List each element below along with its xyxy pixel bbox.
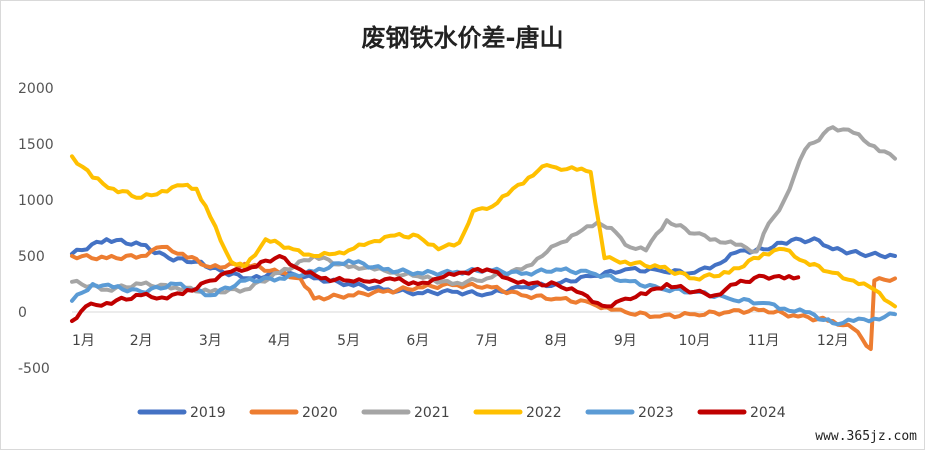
- x-tick-label: 6月: [406, 333, 429, 349]
- x-axis-ticks: 1月 2月 3月 4月 5月 6月 7月 8月 9月 10月 11月 12月: [72, 333, 849, 349]
- x-tick-label: 10月: [679, 333, 711, 349]
- x-tick-label: 5月: [337, 333, 360, 349]
- series-line-2020: [70, 244, 897, 351]
- x-tick-label: 11月: [748, 333, 780, 349]
- y-axis-ticks: 2000 1500 1000 500 0 -500: [18, 81, 895, 377]
- x-tick-label: 9月: [614, 333, 637, 349]
- series-line-2021: [70, 125, 897, 295]
- series-lines: [70, 125, 897, 351]
- y-tick-label: 2000: [18, 81, 54, 97]
- y-tick-label: 1500: [18, 137, 54, 153]
- x-tick-label: 2月: [130, 333, 153, 349]
- y-tick-label: 1000: [18, 193, 54, 209]
- chart-title: 废钢铁水价差-唐山: [361, 24, 564, 52]
- x-tick-label: 1月: [72, 333, 95, 349]
- series-line-2024: [70, 254, 801, 323]
- legend-label-2021: 2021: [414, 405, 450, 421]
- legend-label-2020: 2020: [302, 405, 338, 421]
- legend: 2019 2020 2021 2022 2023 2024: [137, 405, 786, 421]
- legend-label-2019: 2019: [190, 405, 226, 421]
- x-tick-label: 4月: [268, 333, 291, 349]
- x-tick-label: 7月: [475, 333, 498, 349]
- x-tick-label: 3月: [199, 333, 222, 349]
- x-tick-label: 12月: [817, 333, 849, 349]
- legend-label-2022: 2022: [526, 405, 562, 421]
- y-tick-label: -500: [18, 361, 50, 377]
- watermark-text: www.365jz.com: [815, 429, 917, 444]
- series-line-2022: [70, 154, 897, 309]
- legend-label-2023: 2023: [638, 405, 674, 421]
- y-tick-label: 500: [18, 249, 45, 265]
- legend-label-2024: 2024: [750, 405, 786, 421]
- x-tick-label: 8月: [545, 333, 568, 349]
- y-tick-label: 0: [18, 305, 27, 321]
